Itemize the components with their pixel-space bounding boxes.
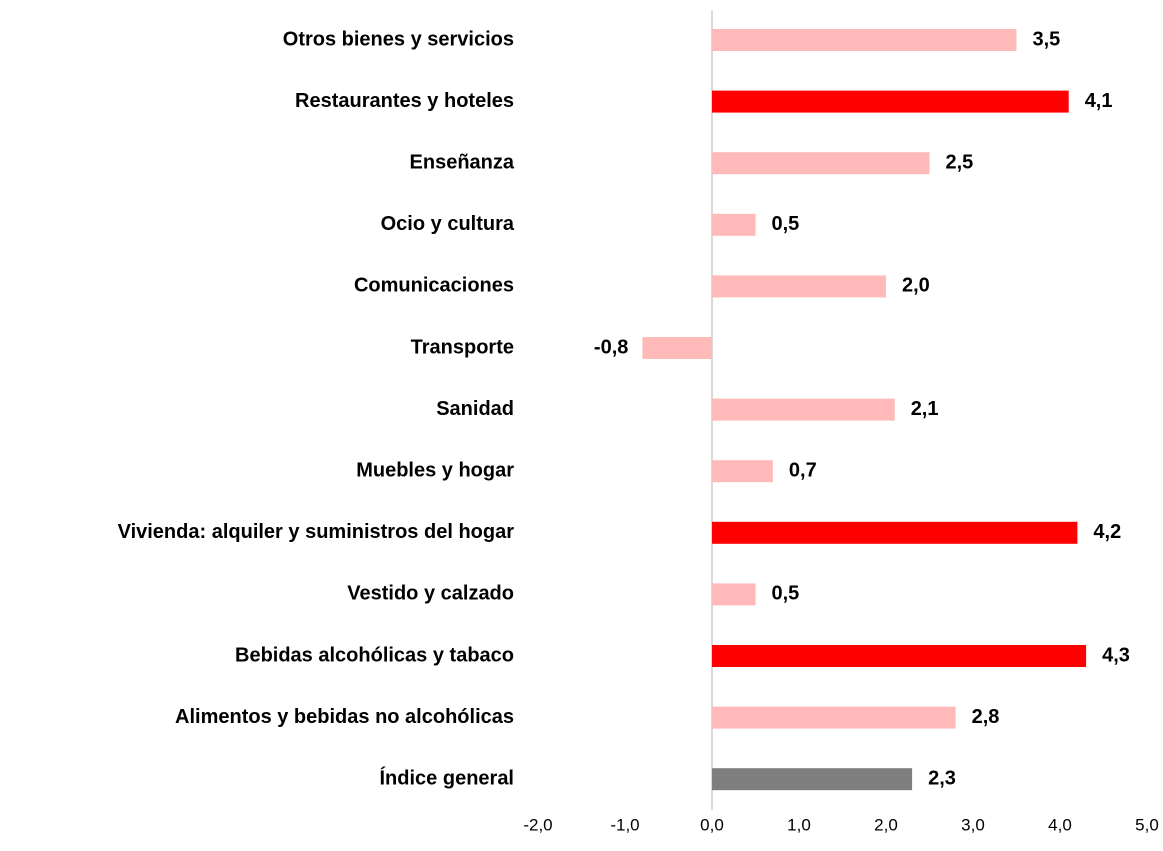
value-label: 2,5 (946, 151, 974, 173)
bar (712, 706, 956, 729)
value-label: 2,1 (911, 398, 939, 420)
category-label: Otros bienes y servicios (283, 28, 514, 50)
x-tick-label: 3,0 (961, 815, 985, 834)
x-tick-label: 1,0 (787, 815, 811, 834)
bar (712, 152, 930, 175)
bar (712, 583, 756, 606)
category-label: Restaurantes y hoteles (295, 90, 514, 112)
value-label: 0,7 (789, 459, 817, 481)
x-tick-label: 0,0 (700, 815, 724, 834)
x-tick-label: 5,0 (1135, 815, 1159, 834)
bar (712, 645, 1087, 667)
category-label: Alimentos y bebidas no alcohólicas (175, 706, 514, 728)
category-label: Enseñanza (410, 151, 515, 173)
category-label: Vestido y calzado (347, 583, 514, 605)
bar (712, 398, 895, 421)
value-label: 2,8 (972, 706, 1000, 728)
value-label: 4,3 (1102, 644, 1130, 666)
value-label: -0,8 (594, 336, 628, 358)
value-label: 0,5 (772, 213, 800, 235)
bar (712, 460, 773, 483)
x-tick-label: 4,0 (1048, 815, 1072, 834)
category-label: Ocio y cultura (381, 213, 515, 235)
category-label: Índice general (380, 766, 515, 789)
x-tick-label: -2,0 (523, 815, 552, 834)
x-tick-label: 2,0 (874, 815, 898, 834)
x-tick-label: -1,0 (610, 815, 639, 834)
category-label: Sanidad (436, 398, 514, 420)
bar (712, 90, 1069, 113)
value-label: 2,3 (928, 767, 956, 789)
value-label: 0,5 (772, 583, 800, 605)
category-label: Vivienda: alquiler y suministros del hog… (118, 521, 515, 543)
bar (712, 275, 886, 298)
bar (712, 213, 756, 236)
bar (642, 337, 712, 359)
category-label: Transporte (411, 336, 514, 358)
bar (712, 521, 1078, 544)
value-label: 4,1 (1085, 90, 1113, 112)
value-label: 2,0 (902, 275, 930, 297)
bar (712, 768, 913, 791)
category-label: Bebidas alcohólicas y tabaco (235, 644, 514, 666)
value-label: 3,5 (1033, 28, 1061, 50)
bar (712, 29, 1017, 51)
value-label: 4,2 (1093, 521, 1121, 543)
category-label: Muebles y hogar (356, 459, 514, 481)
category-label: Comunicaciones (354, 275, 514, 297)
